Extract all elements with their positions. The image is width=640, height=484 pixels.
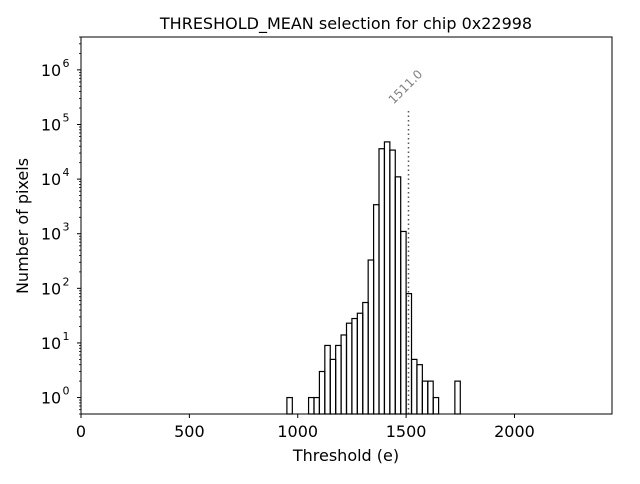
y-tick-label: 10: [41, 279, 61, 298]
y-tick-label: 10: [41, 61, 61, 80]
x-tick-label: 1000: [277, 422, 318, 441]
y-tick-label: 10: [41, 170, 61, 189]
y-tick-exponent: 6: [63, 57, 70, 70]
y-tick-label: 10: [41, 225, 61, 244]
x-tick-label: 0: [76, 422, 86, 441]
y-tick-exponent: 0: [63, 385, 70, 398]
y-tick-exponent: 4: [63, 166, 70, 179]
y-tick-label: 10: [41, 389, 61, 408]
y-tick-exponent: 2: [63, 275, 70, 288]
x-tick-label: 500: [174, 422, 205, 441]
chart-title: THRESHOLD_MEAN selection for chip 0x2299…: [159, 14, 532, 34]
x-axis-label: Threshold (e): [292, 446, 399, 465]
y-tick-exponent: 3: [63, 221, 70, 234]
y-tick-exponent: 1: [63, 330, 70, 343]
y-tick-exponent: 5: [63, 111, 70, 124]
y-tick-label: 10: [41, 115, 61, 134]
x-tick-label: 1500: [386, 422, 427, 441]
y-tick-label: 10: [41, 334, 61, 353]
y-axis-label: Number of pixels: [13, 158, 32, 294]
plot-area-frame: [80, 36, 613, 415]
x-tick-label: 2000: [494, 422, 535, 441]
